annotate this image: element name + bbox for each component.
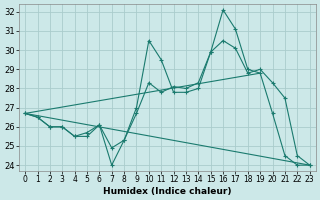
X-axis label: Humidex (Indice chaleur): Humidex (Indice chaleur) bbox=[103, 187, 232, 196]
